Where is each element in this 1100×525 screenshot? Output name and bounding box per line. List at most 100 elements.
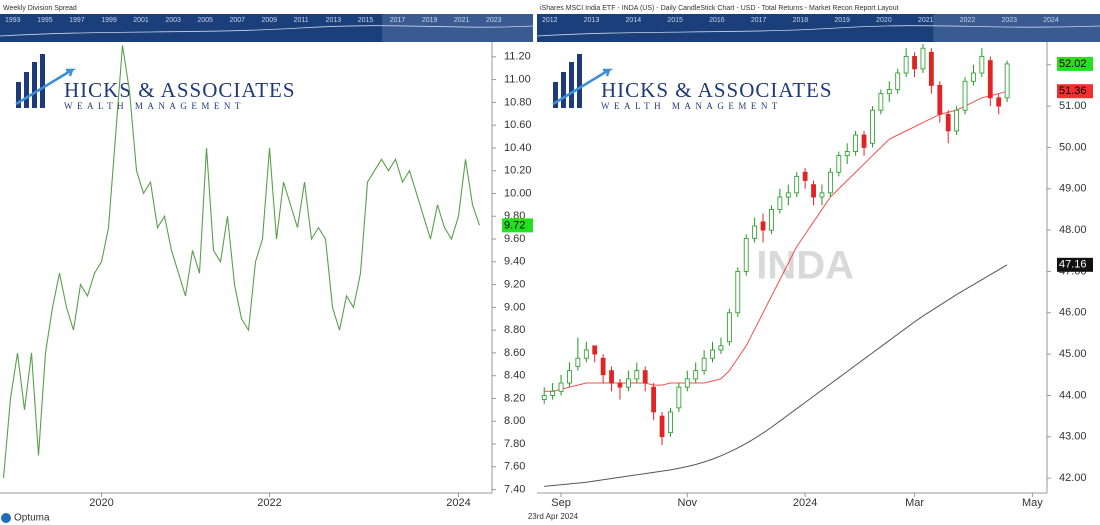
candle-body: [945, 113, 951, 132]
candle-body: [668, 411, 673, 434]
logo-bar: [32, 62, 37, 108]
navigator-label: 2019: [834, 17, 850, 24]
navigator-label: 2001: [133, 17, 149, 24]
y-tick-label: 10.60: [504, 119, 532, 131]
navigator-label: 2015: [667, 17, 683, 24]
y-tick-label: 8.20: [504, 392, 525, 404]
logo-bar: [577, 54, 582, 108]
candle-body: [634, 370, 640, 380]
candle-body: [844, 151, 850, 157]
y-tick-label: 7.80: [504, 438, 525, 450]
logo-bar: [24, 72, 29, 108]
candle-body: [575, 357, 581, 367]
brand-icon: [1, 513, 11, 523]
logo-bar: [553, 82, 558, 108]
candle-body: [996, 97, 1002, 107]
y-tick-label: 44.00: [1059, 389, 1087, 401]
candle-body: [802, 171, 808, 181]
candle-body: [853, 134, 859, 152]
y-tick-label: 9.00: [504, 301, 525, 313]
y-tick-label: 46.00: [1059, 307, 1087, 319]
candle-body: [541, 395, 547, 400]
navigator-line: [537, 25, 1100, 37]
y-tick-label: 8.60: [504, 347, 525, 359]
logo-name: HICKS & ASSOCIATES: [64, 78, 296, 102]
navigator-label: 1999: [101, 17, 117, 24]
last-value-label: 51.36: [1059, 85, 1087, 97]
navigator-label: 2022: [960, 17, 976, 24]
candle-body: [819, 192, 825, 198]
y-tick-label: 49.00: [1059, 183, 1087, 195]
navigator-label: 2019: [422, 17, 438, 24]
logo-name: HICKS & ASSOCIATES: [601, 78, 833, 102]
navigator-label: 2013: [584, 17, 600, 24]
x-tick-label: May: [1022, 497, 1043, 509]
x-tick-label: 2022: [257, 497, 281, 509]
candle-body: [785, 192, 791, 198]
navigator-label: 2023: [486, 17, 502, 24]
right-panel: iShares MSCI India ETF - INDA (US) - Dai…: [537, 5, 1100, 509]
x-tick-label: Sep: [551, 497, 571, 509]
candle-body: [693, 370, 699, 380]
candle-body: [760, 221, 766, 231]
y-tick-label: 51.00: [1059, 100, 1087, 112]
candle-body: [567, 370, 572, 384]
candle-body: [651, 386, 657, 413]
data-line: [2, 45, 481, 479]
y-tick-label: 8.40: [504, 370, 525, 382]
navigator-label: 2003: [165, 17, 181, 24]
y-tick-label: 10.00: [504, 187, 532, 199]
y-tick-label: 10.80: [504, 96, 532, 108]
candle-body: [987, 60, 993, 99]
x-tick-label: Mar: [905, 497, 924, 509]
last-value-box: [1057, 56, 1093, 71]
navigator-label: 2024: [1043, 17, 1059, 24]
candle-body: [962, 80, 968, 111]
candle-body: [903, 56, 909, 74]
moving-average: [544, 264, 1008, 487]
last-value-label: 9.72: [504, 219, 525, 231]
logo-bar: [16, 82, 21, 108]
navigator-label: 2016: [709, 17, 725, 24]
candle-body: [878, 93, 884, 111]
candle-body: [735, 271, 741, 314]
candle-body: [895, 72, 901, 90]
candle-body: [659, 415, 665, 438]
last-value-box: [1057, 257, 1093, 272]
y-tick-label: 50.00: [1059, 141, 1087, 153]
x-tick-label: Nov: [678, 497, 698, 509]
chart-title: iShares MSCI India ETF - INDA (US) - Dai…: [540, 5, 899, 12]
navigator-label: 1993: [5, 17, 21, 24]
y-tick-label: 10.20: [504, 165, 532, 177]
last-value-box: [1057, 84, 1093, 99]
navigator-label: 2011: [294, 17, 309, 24]
logo-arrow: [552, 68, 614, 106]
y-tick-label: 7.60: [504, 461, 525, 473]
y-tick-label: 9.60: [504, 233, 525, 245]
navigator-label: 2014: [626, 17, 642, 24]
logo-arrow: [15, 68, 77, 106]
candle-body: [676, 386, 682, 409]
navigator-label: 2017: [751, 17, 767, 24]
y-tick-label: 45.00: [1059, 348, 1087, 360]
x-tick-label: 2020: [89, 497, 113, 509]
logo-tagline: WEALTH MANAGEMENT: [601, 101, 782, 111]
logo-bar: [40, 54, 45, 108]
y-tick-label: 8.80: [504, 324, 525, 336]
y-tick-label: 11.00: [504, 73, 531, 85]
candle-body: [937, 85, 943, 115]
candle-body: [726, 312, 732, 343]
candle-body: [794, 175, 800, 194]
candle-body: [718, 345, 724, 351]
navigator-label: 2013: [326, 17, 342, 24]
candle-body: [743, 237, 749, 272]
footer: Optuma 23rd Apr 2024: [1, 512, 579, 524]
candle-body: [861, 134, 867, 148]
brand: Optuma: [14, 513, 50, 524]
candle-body: [701, 357, 707, 372]
y-tick-label: 11.20: [504, 51, 531, 63]
y-tick-label: 42.00: [1059, 472, 1087, 484]
last-value-label: 47.16: [1059, 259, 1087, 271]
candle-body: [954, 109, 960, 132]
